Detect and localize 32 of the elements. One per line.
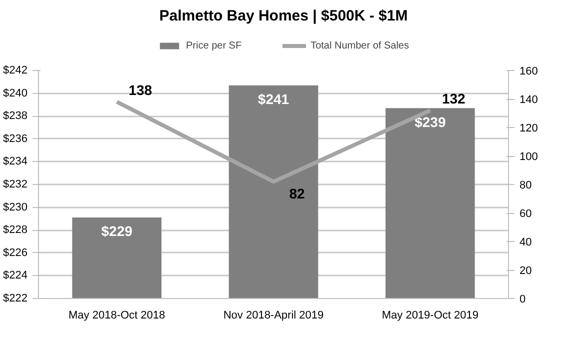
data-label: $239 (414, 114, 446, 130)
data-label: $229 (101, 223, 133, 240)
data-label: 132 (442, 90, 466, 106)
y-tick-label: $222 (3, 292, 28, 304)
y2-tick-label: 100 (520, 151, 538, 163)
y-tick-label: $238 (3, 110, 28, 122)
y-tick-label: $234 (3, 156, 28, 168)
chart-title: Palmetto Bay Homes | $500K - $1M (159, 8, 408, 24)
y2-tick-label: 20 (520, 265, 532, 277)
y-tick-label: $240 (3, 87, 28, 100)
y-tick-label: $236 (3, 132, 28, 145)
y2-tick-label: 120 (520, 122, 538, 134)
y-tick-label: $224 (3, 270, 28, 282)
y2-tick-label: 40 (520, 236, 532, 248)
data-label: $241 (258, 91, 290, 107)
x-tick-label: May 2019-Oct 2019 (382, 310, 478, 322)
legend-label: Total Number of Sales (310, 40, 409, 51)
legend-label: Price per SF (186, 40, 242, 51)
y2-tick-label: 80 (520, 180, 532, 192)
y2-tick-label: 140 (520, 94, 538, 106)
data-label: 138 (128, 82, 152, 98)
y-tick-label: $226 (3, 246, 28, 259)
y-tick-label: $232 (3, 178, 28, 190)
y-tick-label: $228 (3, 224, 28, 236)
x-tick-label: Nov 2018-April 2019 (223, 310, 324, 322)
x-tick-label: May 2018-Oct 2018 (68, 310, 166, 322)
y2-tick-label: 160 (520, 66, 538, 78)
y2-tick-label: 60 (520, 208, 532, 220)
y-tick-label: $230 (3, 201, 28, 214)
y2-tick-label: 0 (520, 294, 526, 306)
data-label: 82 (289, 186, 305, 202)
y-tick-label: $242 (3, 64, 28, 76)
